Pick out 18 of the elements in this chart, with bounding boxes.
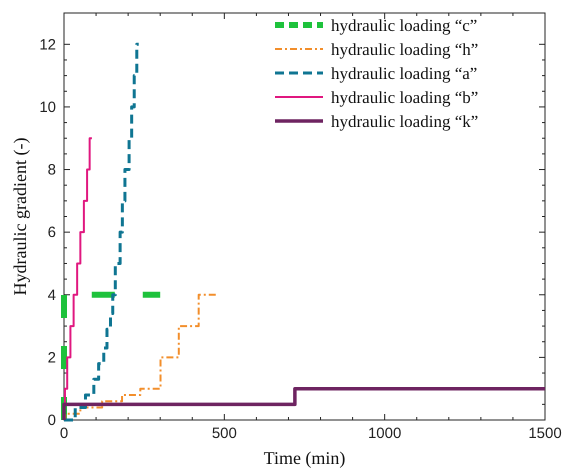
x-tick-label: 1000 [368, 425, 402, 442]
y-tick-label: 4 [48, 286, 56, 304]
y-tick-label: 2 [48, 349, 56, 366]
x-tick-label: 0 [60, 425, 68, 442]
legend-label: hydraulic loading “a” [331, 64, 478, 83]
y-tick-label: 6 [48, 224, 56, 242]
legend-label: hydraulic loading “h” [331, 40, 478, 59]
y-axis-title: Hydraulic gradient (-) [10, 138, 30, 296]
x-tick-label: 1500 [528, 425, 562, 442]
y-tick-label: 12 [39, 36, 56, 54]
x-tick-label: 500 [212, 425, 237, 442]
y-tick-label: 10 [39, 98, 56, 116]
x-axis-title: Time (min) [264, 448, 346, 468]
legend-label: hydraulic loading “k” [331, 112, 478, 131]
y-tick-label: 8 [48, 162, 56, 179]
y-tick-label: 0 [48, 412, 56, 429]
legend-label: hydraulic loading “c” [331, 16, 478, 35]
legend-label: hydraulic loading “b” [331, 88, 478, 107]
